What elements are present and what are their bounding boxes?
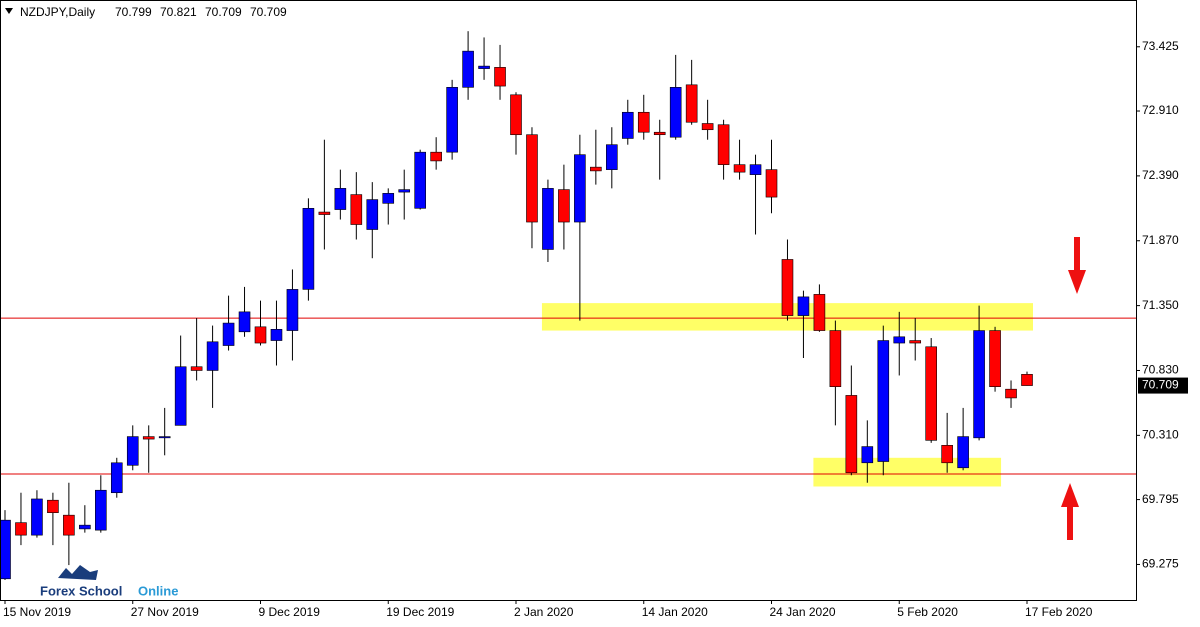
candle-body bbox=[238, 311, 251, 333]
candle-body bbox=[222, 322, 235, 346]
candle-body bbox=[126, 436, 139, 466]
zone bbox=[813, 457, 1002, 487]
y-tick-label: 70.310 bbox=[1142, 428, 1179, 442]
logo: Forex School Online bbox=[40, 565, 178, 598]
candle-body bbox=[350, 194, 363, 225]
candle-body bbox=[110, 462, 123, 494]
plot-frame bbox=[0, 0, 1137, 601]
candle-body bbox=[430, 151, 442, 162]
candle-body bbox=[717, 124, 730, 165]
candle-body bbox=[206, 341, 219, 371]
y-tick-label: 69.275 bbox=[1142, 557, 1179, 571]
candle-body bbox=[829, 330, 842, 387]
candle-body bbox=[542, 188, 554, 250]
y-tick-label: 73.425 bbox=[1142, 39, 1179, 53]
chart-title: NZDJPY,Daily bbox=[20, 5, 95, 19]
candle-body bbox=[414, 151, 426, 209]
candle-body bbox=[174, 366, 187, 426]
header-low: 70.709 bbox=[205, 5, 242, 19]
candle-body bbox=[95, 489, 107, 531]
candle-body bbox=[382, 193, 395, 204]
candle-body bbox=[669, 87, 682, 138]
x-tick-label: 9 Dec 2019 bbox=[259, 605, 321, 619]
candle-body bbox=[957, 436, 969, 469]
candle-body bbox=[494, 67, 506, 87]
candle-body bbox=[765, 169, 778, 198]
x-tick-label: 5 Feb 2020 bbox=[897, 605, 958, 619]
menu-triangle bbox=[5, 8, 13, 14]
logo-suffix: Online bbox=[138, 583, 178, 598]
candle-body bbox=[781, 259, 794, 316]
x-tick-label: 24 Jan 2020 bbox=[770, 605, 836, 619]
candle-body bbox=[31, 498, 43, 536]
x-tick-label: 17 Feb 2020 bbox=[1025, 605, 1093, 619]
candle-body bbox=[733, 164, 746, 173]
candle-body bbox=[15, 522, 27, 536]
candle-body bbox=[334, 188, 347, 210]
candle-body bbox=[877, 340, 890, 462]
y-tick-label: 72.910 bbox=[1142, 103, 1179, 117]
candle-body bbox=[590, 166, 602, 172]
candle-body bbox=[749, 164, 762, 175]
candle-body bbox=[813, 294, 826, 331]
x-tick-label: 15 Nov 2019 bbox=[3, 605, 71, 619]
x-tick-label: 19 Dec 2019 bbox=[386, 605, 454, 619]
y-tick-label: 69.795 bbox=[1142, 492, 1179, 506]
price-tag-label: 70.709 bbox=[1142, 378, 1179, 392]
candle-body bbox=[63, 514, 75, 536]
logo-brand: Forex School bbox=[40, 583, 122, 598]
candle-body bbox=[606, 144, 618, 170]
candle-body bbox=[142, 436, 155, 440]
candle-body bbox=[254, 326, 267, 344]
candle-body bbox=[286, 289, 299, 331]
candle-body bbox=[1021, 374, 1033, 386]
candle-body bbox=[398, 189, 411, 193]
candle-body bbox=[925, 346, 937, 441]
candle-body bbox=[685, 84, 698, 123]
y-tick-label: 71.870 bbox=[1142, 233, 1179, 247]
header-high: 70.821 bbox=[160, 5, 197, 19]
candle-body bbox=[653, 131, 666, 136]
header-close: 70.709 bbox=[250, 5, 287, 19]
candle-body bbox=[574, 154, 586, 223]
candle-body bbox=[861, 446, 874, 464]
candle-body bbox=[621, 111, 634, 139]
candle-body bbox=[893, 336, 906, 344]
candle-body bbox=[909, 340, 922, 344]
candle-body bbox=[270, 329, 283, 341]
candle-body bbox=[701, 123, 714, 131]
candle-body bbox=[366, 199, 379, 230]
candle-body bbox=[973, 330, 985, 439]
candle-body bbox=[478, 65, 490, 69]
y-tick-label: 70.830 bbox=[1142, 363, 1179, 377]
header-open: 70.799 bbox=[115, 5, 152, 19]
candle-body bbox=[941, 445, 953, 464]
candle-body bbox=[526, 134, 538, 223]
price-tag bbox=[1138, 377, 1188, 394]
y-tick-label: 72.390 bbox=[1142, 168, 1179, 182]
candle-body bbox=[1005, 388, 1017, 399]
candle-body bbox=[510, 94, 522, 136]
candle-body bbox=[47, 499, 59, 513]
y-tick-label: 71.350 bbox=[1142, 298, 1179, 312]
candle-body bbox=[558, 189, 570, 223]
candle-body bbox=[637, 111, 650, 133]
candle-body bbox=[318, 211, 331, 215]
candle-body bbox=[158, 436, 171, 439]
candle-body bbox=[462, 50, 474, 88]
candle-body bbox=[797, 296, 810, 316]
candle-body bbox=[0, 519, 11, 580]
x-tick-label: 27 Nov 2019 bbox=[131, 605, 199, 619]
candle-body bbox=[190, 366, 203, 371]
candle-body bbox=[845, 395, 858, 474]
candle-body bbox=[446, 87, 458, 153]
x-tick-label: 14 Jan 2020 bbox=[642, 605, 708, 619]
candle-body bbox=[302, 208, 315, 290]
candle-body bbox=[79, 524, 91, 530]
candle-body bbox=[989, 330, 1001, 387]
arrow-down bbox=[1068, 237, 1086, 294]
arrow-up bbox=[1061, 483, 1079, 540]
x-tick-label: 2 Jan 2020 bbox=[514, 605, 574, 619]
